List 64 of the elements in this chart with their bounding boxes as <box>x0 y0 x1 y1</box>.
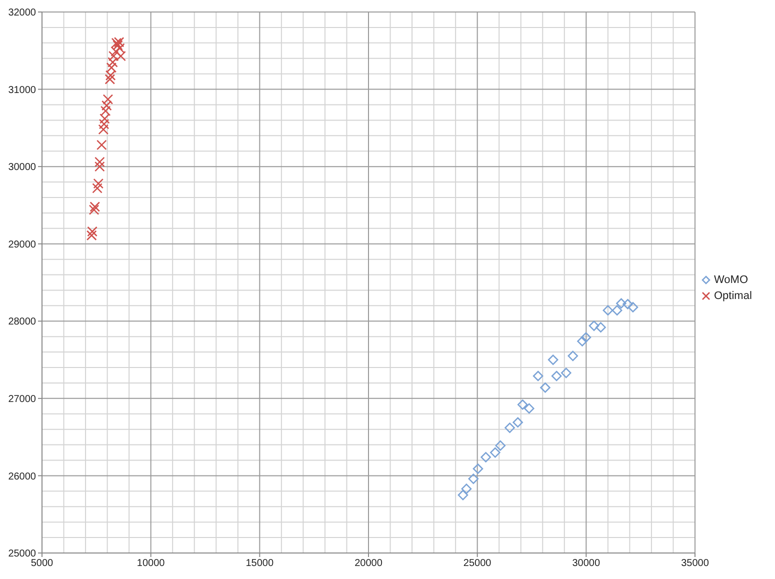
y-tick-label: 29000 <box>8 239 36 250</box>
point <box>490 447 500 458</box>
point <box>596 322 606 332</box>
point <box>580 332 592 343</box>
point <box>93 178 104 189</box>
point <box>104 74 116 84</box>
point <box>628 302 638 312</box>
point <box>524 403 534 414</box>
point <box>551 370 562 382</box>
point <box>86 230 97 241</box>
point <box>94 156 105 168</box>
point <box>532 370 544 382</box>
point <box>495 440 506 451</box>
point <box>560 368 572 378</box>
point <box>540 382 550 393</box>
point <box>480 452 491 462</box>
point <box>622 298 633 310</box>
point <box>548 354 558 365</box>
point <box>504 422 515 433</box>
point <box>114 36 124 48</box>
point <box>468 474 479 484</box>
y-tick-label: 32000 <box>8 8 36 19</box>
y-tick-label: 27000 <box>8 394 36 405</box>
x-tick-label: 30000 <box>572 558 601 570</box>
point <box>100 114 110 124</box>
point <box>94 161 105 172</box>
x-tick-label: 15000 <box>246 558 274 570</box>
y-tick-label: 26000 <box>8 471 36 482</box>
point <box>102 94 114 104</box>
point <box>472 464 484 474</box>
point <box>568 350 578 362</box>
point <box>588 320 600 331</box>
x-tick-label: 20000 <box>354 558 383 570</box>
point <box>106 62 117 73</box>
y-tick-label: 30000 <box>8 162 36 174</box>
point <box>101 100 112 111</box>
point <box>96 140 107 150</box>
legend-label: Optimal <box>714 290 752 302</box>
point <box>98 124 109 135</box>
point <box>612 305 622 316</box>
x-tick-label: 5000 <box>30 558 54 570</box>
y-tick-label: 25000 <box>8 548 36 560</box>
point <box>602 305 614 316</box>
point <box>90 202 100 212</box>
y-tick-label: 28000 <box>8 316 36 328</box>
point <box>461 484 472 494</box>
point <box>87 226 98 237</box>
point <box>458 490 468 500</box>
point <box>512 417 523 428</box>
point <box>577 336 588 346</box>
y-tick-label: 31000 <box>8 84 36 96</box>
x-tick-label: 35000 <box>681 558 710 570</box>
point <box>88 204 100 215</box>
point <box>517 399 528 410</box>
x-tick-label: 10000 <box>136 558 166 570</box>
point <box>616 298 626 309</box>
point <box>100 106 111 116</box>
point <box>92 183 102 194</box>
point <box>105 70 116 81</box>
point <box>108 57 118 68</box>
point <box>111 38 122 48</box>
point <box>98 118 110 130</box>
x-tick-label: 25000 <box>463 558 492 570</box>
legend-label: WoMO <box>714 274 748 286</box>
